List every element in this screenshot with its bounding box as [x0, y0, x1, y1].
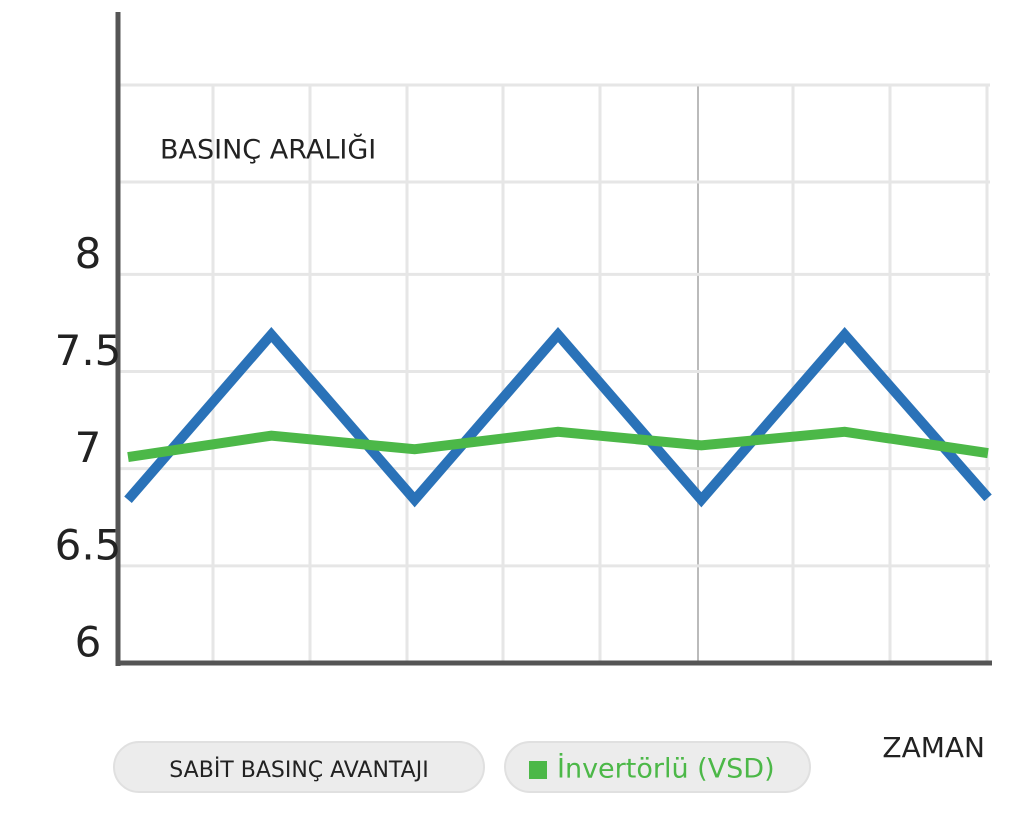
x-axis-label: ZAMAN	[882, 731, 985, 764]
y-tick-label: 7.5	[55, 326, 122, 375]
button-label[interactable]: SABİT BASINÇ AVANTAJI	[169, 757, 428, 783]
y-tick-label: 7	[75, 423, 102, 472]
series-line	[124, 326, 992, 508]
legend-label[interactable]: İnvertörlü (VSD)	[557, 753, 775, 785]
legend-swatch	[529, 761, 547, 779]
y-tick-label: 6.5	[55, 520, 122, 569]
legend-button[interactable]	[504, 741, 811, 793]
button[interactable]	[113, 741, 485, 793]
vertical-grid	[118, 83, 990, 663]
y-axis-label: BASINÇ ARALIĞI	[160, 134, 376, 166]
y-tick-label: 8	[75, 229, 102, 278]
series-line	[127, 426, 989, 462]
y-tick-label: 6	[75, 618, 102, 667]
